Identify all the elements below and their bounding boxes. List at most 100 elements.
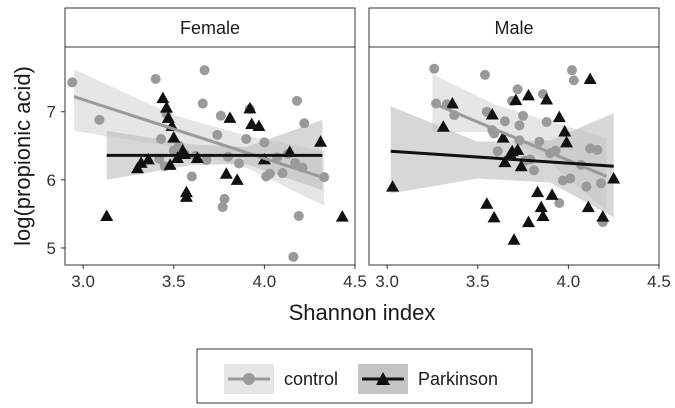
point-parkinson-male xyxy=(509,93,523,106)
legend-key-parkinson xyxy=(358,364,408,394)
strip-female-bg xyxy=(64,7,356,48)
point-control-female xyxy=(201,155,212,166)
point-control-male xyxy=(429,63,440,74)
point-parkinson-male xyxy=(507,233,521,245)
point-control-female xyxy=(219,193,230,204)
point-parkinson-male xyxy=(496,131,510,143)
point-parkinson-male xyxy=(552,110,566,123)
point-control-female xyxy=(215,110,226,121)
point-control-female xyxy=(186,171,197,182)
point-control-female xyxy=(217,202,228,213)
point-parkinson-male xyxy=(583,72,597,85)
point-parkinson-female xyxy=(245,117,259,129)
strip-label-female: Female xyxy=(180,18,240,38)
x-tick-label-female: 4.0 xyxy=(253,272,277,291)
point-control-female xyxy=(293,210,304,221)
point-parkinson-male xyxy=(485,107,499,120)
point-control-male xyxy=(592,144,603,155)
point-parkinson-male xyxy=(558,124,572,137)
point-control-male xyxy=(492,146,503,157)
plot-area-male xyxy=(386,63,621,245)
point-control-female xyxy=(234,158,244,169)
strip-label-male: Male xyxy=(494,18,533,38)
point-parkinson-male xyxy=(540,92,554,105)
point-control-female xyxy=(94,114,105,125)
x-axis-title: Shannon index xyxy=(289,300,436,325)
point-parkinson-female xyxy=(314,135,328,147)
point-control-female xyxy=(212,129,223,140)
point-control-male xyxy=(518,110,529,121)
point-control-male xyxy=(528,165,539,176)
x-tick-label-female: 3.0 xyxy=(71,272,95,291)
y-tick-label: 6 xyxy=(47,171,56,190)
point-control-female xyxy=(292,95,302,106)
legend-key-control xyxy=(224,364,274,394)
point-control-male xyxy=(565,173,576,184)
point-control-female xyxy=(288,251,299,262)
point-control-male xyxy=(596,178,606,189)
point-parkinson-female xyxy=(161,111,175,123)
point-parkinson-male xyxy=(386,180,400,192)
point-control-male xyxy=(567,65,577,76)
point-parkinson-male xyxy=(596,210,610,222)
point-parkinson-female xyxy=(335,210,349,222)
point-control-male xyxy=(554,198,565,209)
x-tick-label-female: 4.5 xyxy=(343,272,367,291)
point-control-female xyxy=(290,157,301,168)
point-control-female xyxy=(67,77,78,88)
point-parkinson-male xyxy=(607,171,621,184)
point-parkinson-female xyxy=(179,190,193,202)
point-control-female xyxy=(199,65,210,76)
point-parkinson-female xyxy=(167,131,181,143)
point-parkinson-male xyxy=(581,200,595,213)
legend: control Parkinson xyxy=(196,348,533,404)
point-control-female xyxy=(197,98,208,109)
axes: 3.0 3.5 4.0 4.5 3.0 3.5 4.0 4.5 5 6 7 xyxy=(47,103,671,291)
point-parkinson-male xyxy=(480,197,494,209)
panel-male: Male xyxy=(368,7,660,266)
point-parkinson-male xyxy=(445,97,459,109)
point-parkinson-female xyxy=(219,167,233,179)
point-control-male xyxy=(568,75,579,86)
point-parkinson-female xyxy=(252,119,266,132)
legend-label-control: control xyxy=(284,369,338,389)
fit-line-parkinson-male xyxy=(390,149,614,168)
y-tick-label: 7 xyxy=(47,103,56,122)
point-parkinson-male xyxy=(522,88,535,101)
point-parkinson-female xyxy=(223,111,237,123)
point-parkinson-female xyxy=(243,101,257,114)
point-parkinson-female xyxy=(170,151,184,164)
point-parkinson-male xyxy=(522,215,535,228)
point-parkinson-male xyxy=(514,159,528,172)
point-control-male xyxy=(480,69,490,80)
point-parkinson-female xyxy=(134,156,148,168)
plot-area-female xyxy=(67,65,349,262)
point-parkinson-male xyxy=(534,200,548,213)
strip-male-bg xyxy=(368,7,660,48)
point-control-female xyxy=(299,118,310,129)
y-axis-title: log(propionic acid) xyxy=(10,66,35,246)
point-parkinson-male xyxy=(511,143,525,155)
point-parkinson-male xyxy=(545,188,559,200)
point-control-female xyxy=(277,168,288,179)
point-control-female xyxy=(241,133,252,144)
panel-female: Female xyxy=(64,7,356,266)
point-parkinson-female xyxy=(141,152,155,165)
point-control-female xyxy=(156,133,167,144)
point-parkinson-female xyxy=(190,151,204,164)
x-tick-label-male: 4.5 xyxy=(647,272,671,291)
point-parkinson-female xyxy=(160,101,173,113)
point-parkinson-male xyxy=(536,209,550,221)
point-control-male xyxy=(514,120,525,131)
point-parkinson-male xyxy=(560,135,574,148)
point-control-male xyxy=(541,116,552,127)
point-parkinson-female xyxy=(230,173,244,185)
x-tick-label-female: 3.5 xyxy=(162,272,186,291)
x-tick-label-male: 4.0 xyxy=(557,272,581,291)
point-control-male xyxy=(512,84,523,95)
legend-label-parkinson: Parkinson xyxy=(418,369,498,389)
point-parkinson-male xyxy=(531,185,545,198)
point-control-male xyxy=(499,116,510,127)
x-tick-label-male: 3.5 xyxy=(466,272,490,291)
